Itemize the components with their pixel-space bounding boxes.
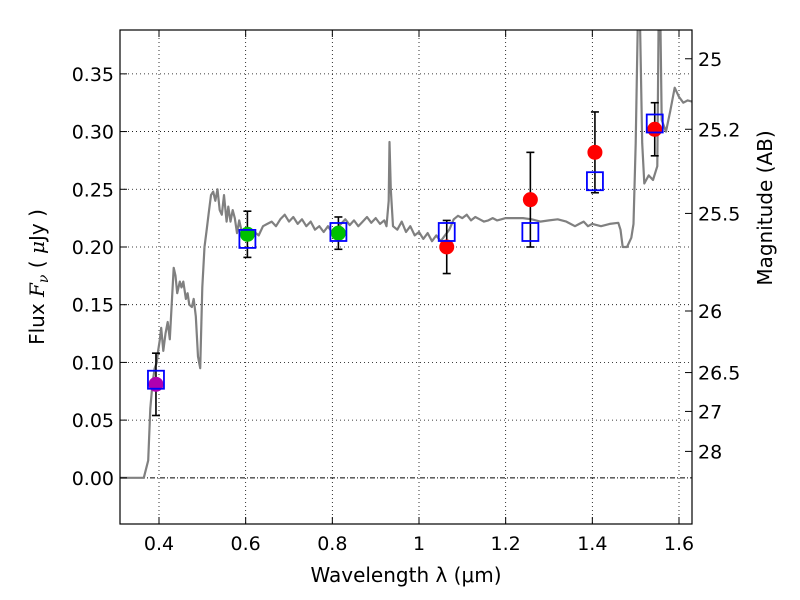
model-photometry-square	[238, 229, 257, 249]
x-tick-label: 1.2	[491, 533, 521, 555]
model-photometry-square	[521, 222, 540, 242]
magnitude-tick-label: 26	[698, 301, 722, 323]
data-layer	[120, 30, 692, 479]
magnitude-tick-label: 26.5	[698, 363, 740, 385]
model-photometry-square	[329, 222, 348, 242]
y-tick-label: 0.05	[72, 410, 114, 432]
observed-point	[522, 192, 538, 208]
model-photometry-square	[586, 171, 604, 192]
x-tick-label: 1	[413, 533, 425, 555]
magnitude-tick-label: 27	[698, 401, 722, 423]
model-photometry-square	[645, 113, 664, 134]
model-photometry-square	[437, 222, 456, 242]
magnitude-tick-label: 25.5	[698, 203, 740, 225]
y-tick-label: 0.10	[72, 352, 114, 374]
y-axis-label: Flux Fν ( μJy )	[25, 209, 52, 345]
y-tick-label: 0.35	[72, 64, 114, 86]
observed-point	[330, 225, 346, 241]
y-tick-label: 0.30	[72, 122, 114, 144]
model-photometry-square	[147, 369, 165, 390]
plot-frame	[119, 29, 693, 525]
x-tick-label: 1.4	[577, 533, 607, 555]
plot-area	[120, 30, 692, 524]
magnitude-axis-label: Magnitude (AB)	[753, 130, 777, 285]
x-axis-label: Wavelength λ (μm)	[310, 563, 501, 587]
model-sed-line	[120, 30, 692, 479]
grid-lines	[120, 30, 692, 524]
magnitude-tick-label: 28	[698, 441, 722, 463]
x-tick-label: 0.6	[231, 533, 261, 555]
magnitude-tick-label: 25	[698, 49, 722, 71]
x-tick-label: 0.4	[144, 533, 174, 555]
observed-point	[439, 239, 455, 255]
y-tick-label: 0.20	[72, 237, 114, 259]
ticks: 0.4 0.6 0.8 1 1.2 1.4 1.6 0.00 0.05 0.10 0.15 0.20 0…	[72, 30, 740, 555]
x-tick-label: 0.8	[317, 533, 347, 555]
y-tick-label: 0.00	[72, 468, 114, 490]
observed-point	[587, 144, 603, 160]
magnitude-tick-label: 25.2	[698, 119, 740, 141]
observed-point	[647, 121, 663, 137]
y-tick-label: 0.15	[72, 295, 114, 317]
y-tick-label: 0.25	[72, 179, 114, 201]
x-tick-label: 1.6	[664, 533, 694, 555]
